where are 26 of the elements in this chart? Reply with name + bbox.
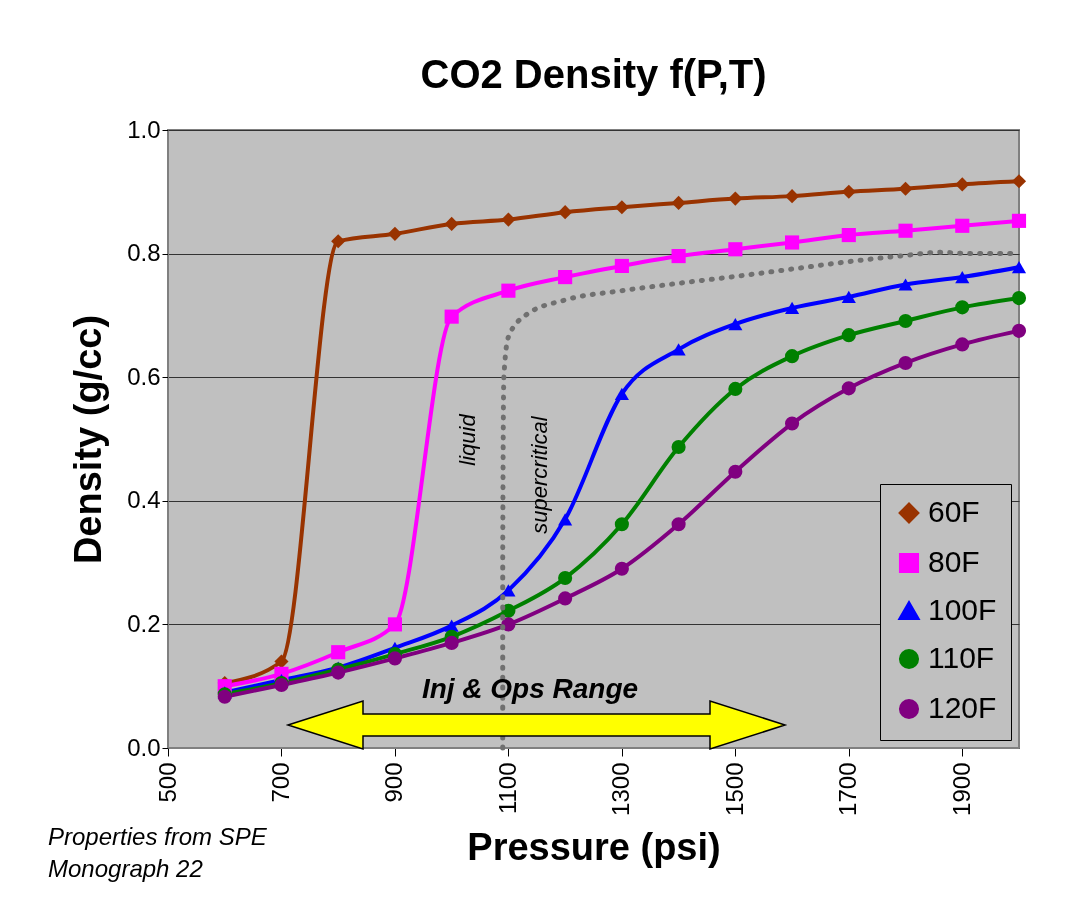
x-tick-label: 900 <box>380 762 408 803</box>
x-tick-label: 1100 <box>493 762 521 815</box>
y-tick-label: 0.8 <box>127 239 161 267</box>
legend-label: 100F <box>928 593 997 626</box>
x-axis-title: Pressure (psi) <box>467 825 721 868</box>
y-tick-label: 0.0 <box>127 733 161 761</box>
annotation: supercritical <box>527 415 552 534</box>
legend-label: 80F <box>928 545 980 578</box>
y-tick-label: 0.4 <box>127 486 161 514</box>
legend-label: 110F <box>928 641 995 674</box>
y-tick-label: 0.2 <box>127 609 161 637</box>
text: Properties from SPE Monograph 22 <box>48 823 268 882</box>
legend-label: 60F <box>928 495 980 528</box>
legend-label: 120F <box>928 691 997 724</box>
x-tick-label: 1900 <box>947 762 975 816</box>
annotation: Inj & Ops Range <box>421 673 639 704</box>
x-tick-label: 1300 <box>607 762 635 816</box>
y-tick-label: 0.6 <box>127 362 161 390</box>
y-tick-label: 1.0 <box>127 115 161 143</box>
chart-title: CO2 Density f(P,T) <box>420 52 767 96</box>
annotation: liquid <box>455 413 480 466</box>
x-tick-label: 500 <box>153 762 181 803</box>
x-tick-label: 700 <box>266 762 294 803</box>
x-tick-label: 1700 <box>834 762 862 816</box>
y-axis-title: Density (g/cc) <box>67 314 110 565</box>
x-tick-label: 1500 <box>720 762 748 816</box>
